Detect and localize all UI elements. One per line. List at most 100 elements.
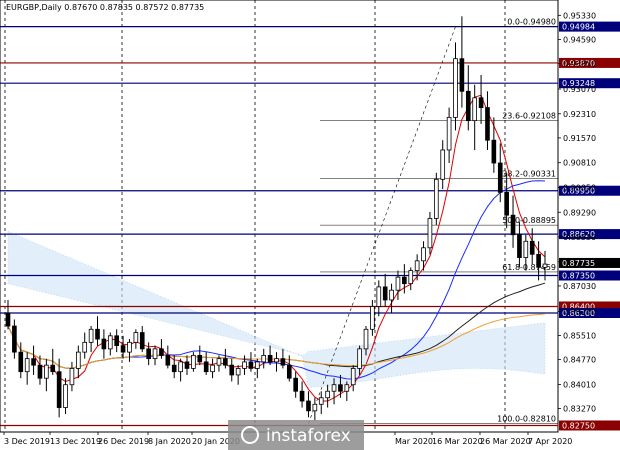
candle-body [184, 361, 190, 369]
candle-body [472, 97, 477, 122]
candle-body [453, 58, 458, 118]
candle-body [312, 403, 318, 412]
price-tick-label: 0.84770 [563, 356, 596, 365]
candle-body [414, 260, 420, 272]
candle-body [485, 107, 490, 141]
candle-body [31, 358, 36, 366]
time-tick-label: Mar 2020 [395, 437, 433, 446]
candle-body [542, 263, 548, 268]
candle-body [24, 358, 30, 373]
instaforex-logo-icon [241, 426, 259, 444]
candle-body [82, 341, 88, 353]
time-tick-label: 26 Mar 2020 [480, 437, 531, 446]
candle-body [165, 354, 171, 366]
symbol-ohlc-label: EURGBP,Daily 0.87670 0.87835 0.87572 0.8… [6, 3, 204, 12]
price-tick-label: 0.90050 [563, 183, 596, 192]
fibo-label: 50.0-0.88895 [502, 216, 556, 225]
candle-body [267, 354, 273, 363]
time-tick-label: 13 Dec 2019 [50, 437, 101, 446]
price-tick-label: 0.94590 [563, 35, 596, 44]
candle-body [229, 364, 235, 376]
price-axis: 0.95330 0.94590 0.93850 0.93070 0.92310 0.915… [558, 11, 620, 414]
candle-body [446, 116, 452, 151]
candle-body [280, 358, 286, 366]
fibo-label: 38.2-0.90331 [502, 169, 556, 178]
level-tag [559, 57, 620, 68]
candle-body [178, 361, 183, 373]
candle-body [18, 351, 24, 373]
level-tag [559, 78, 620, 89]
candle-body [318, 397, 324, 405]
time-tick-label: 8 Jan 2020 [148, 437, 191, 446]
candle-body [350, 368, 356, 386]
candle-body [357, 348, 362, 369]
candle-body [50, 364, 56, 373]
candle-body [69, 368, 75, 386]
candle-body [255, 361, 260, 369]
candle-body [88, 328, 94, 343]
time-tick-label: 7 Apr 2020 [528, 437, 572, 446]
fibo-trend-line [308, 26, 456, 424]
candle-body [171, 364, 177, 373]
level-tag-label: 0.82750 [562, 421, 595, 430]
candle-body [306, 400, 311, 412]
candle-body [325, 390, 330, 399]
current-price-label: 0.87735 [562, 259, 595, 268]
current-price-tag [559, 257, 620, 268]
candle-body [363, 328, 369, 350]
level-tag-label: 0.89950 [562, 187, 595, 196]
candle-body [44, 364, 49, 379]
fibo-label: 0.0-0.94980 [507, 18, 556, 27]
price-tick-label: 0.84010 [563, 380, 596, 389]
level-tag [559, 21, 620, 32]
candle-body [274, 358, 279, 363]
price-tick-label: 0.91570 [563, 134, 596, 143]
price-tick-label: 0.93070 [563, 85, 596, 94]
candle-body [5, 312, 11, 327]
candle-body [12, 325, 17, 353]
candle-body [95, 328, 100, 340]
price-tick-label: 0.89290 [563, 208, 596, 217]
level-tag-label: 0.93870 [562, 59, 595, 68]
candle-body [421, 247, 426, 262]
fibo-label: 100.0-0.82810 [497, 415, 556, 424]
candle-body [338, 384, 343, 392]
candle-body [427, 218, 433, 249]
candles [5, 16, 548, 421]
candle-body [293, 377, 298, 392]
candle-body [331, 384, 337, 392]
candle-body [76, 351, 81, 369]
candle-body [101, 338, 107, 350]
candle-body [395, 276, 401, 291]
candle-body [63, 384, 68, 408]
time-tick-label: 16 Mar 2020 [432, 437, 483, 446]
time-tick-label: 3 Dec 2019 [4, 437, 50, 446]
candle-body [517, 234, 522, 258]
candle-body [497, 162, 503, 193]
price-tick-label: 0.92310 [563, 110, 596, 119]
price-tick-label: 0.86250 [563, 307, 596, 316]
level-tag-label: 0.88620 [562, 230, 595, 239]
candle-body [299, 390, 305, 402]
candle-body [376, 286, 382, 307]
candle-body [491, 139, 497, 164]
candle-body [127, 341, 132, 353]
candle-body [223, 358, 228, 366]
candle-body [203, 361, 209, 373]
level-tag-label: 0.93248 [562, 79, 595, 88]
candle-body [248, 361, 254, 369]
fibo-label: 23.6-0.92108 [502, 111, 556, 120]
price-tick-label: 0.87030 [563, 282, 596, 291]
candle-body [56, 371, 62, 408]
candle-body [139, 332, 145, 350]
candle-body [37, 364, 43, 379]
candle-body [440, 149, 446, 180]
level-tag-label: 0.87350 [562, 272, 595, 281]
level-tag-label: 0.94984 [562, 23, 595, 32]
level-tag [559, 420, 620, 431]
watermark-badge: instaforex [228, 420, 364, 450]
candle-body [389, 289, 394, 301]
candle-body [152, 348, 158, 360]
ichimoku-cloud [7, 231, 546, 388]
